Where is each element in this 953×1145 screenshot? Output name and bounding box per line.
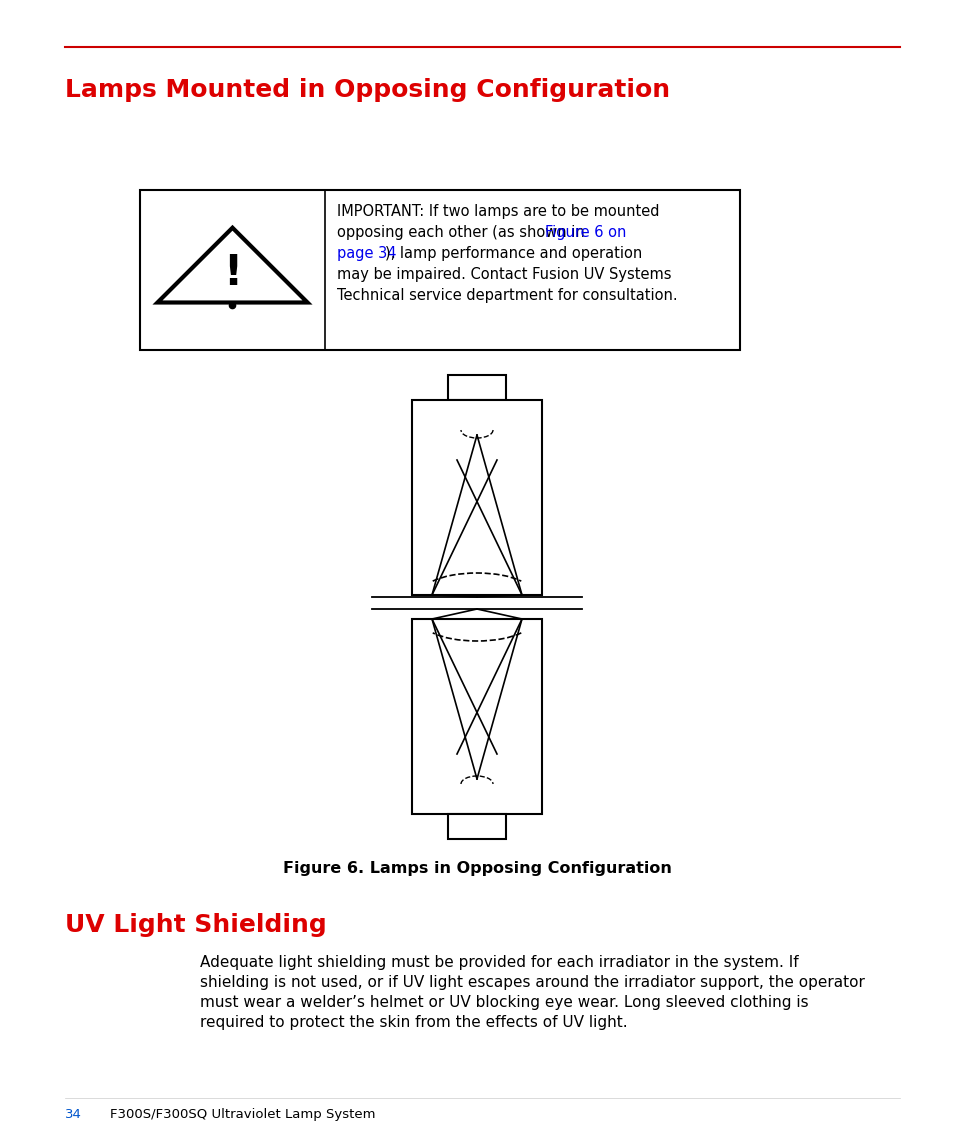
Bar	[448, 814, 505, 839]
Text: may be impaired. Contact Fusion UV Systems: may be impaired. Contact Fusion UV Syste…	[336, 267, 671, 282]
Bar	[448, 376, 505, 400]
Text: shielding is not used, or if UV light escapes around the irradiator support, the: shielding is not used, or if UV light es…	[200, 976, 864, 990]
Text: F300S/F300SQ Ultraviolet Lamp System: F300S/F300SQ Ultraviolet Lamp System	[110, 1108, 375, 1121]
Text: opposing each other (as shown in: opposing each other (as shown in	[336, 226, 589, 240]
Bar	[412, 619, 541, 814]
Text: Technical service department for consultation.: Technical service department for consult…	[336, 289, 677, 303]
Text: Figure 6 on: Figure 6 on	[544, 226, 626, 240]
Bar	[140, 190, 740, 350]
Polygon shape	[157, 228, 307, 302]
Text: page 34: page 34	[336, 246, 396, 261]
Text: Adequate light shielding must be provided for each irradiator in the system. If: Adequate light shielding must be provide…	[200, 955, 798, 970]
Text: 34: 34	[65, 1108, 82, 1121]
Text: UV Light Shielding: UV Light Shielding	[65, 913, 327, 937]
Text: Figure 6. Lamps in Opposing Configuration: Figure 6. Lamps in Opposing Configuratio…	[282, 861, 671, 876]
Bar	[412, 400, 541, 595]
Text: ), lamp performance and operation: ), lamp performance and operation	[385, 246, 641, 261]
Text: must wear a welder’s helmet or UV blocking eye wear. Long sleeved clothing is: must wear a welder’s helmet or UV blocki…	[200, 995, 808, 1010]
Text: IMPORTANT: If two lamps are to be mounted: IMPORTANT: If two lamps are to be mounte…	[336, 204, 659, 219]
Text: Lamps Mounted in Opposing Configuration: Lamps Mounted in Opposing Configuration	[65, 78, 669, 102]
Text: required to protect the skin from the effects of UV light.: required to protect the skin from the ef…	[200, 1014, 627, 1030]
Text: !: !	[223, 252, 242, 294]
